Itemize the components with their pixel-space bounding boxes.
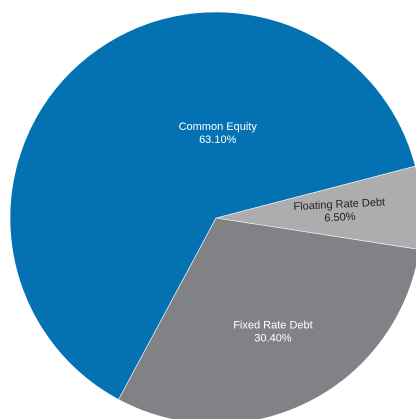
slice-percent: 6.50% (324, 211, 356, 225)
slice-percent: 30.40% (254, 332, 292, 344)
slice-label-fixed-rate-debt: Fixed Rate Debt 30.40% (233, 319, 312, 344)
pie-slice-fixed-rate-debt (118, 217, 416, 419)
slice-name: Fixed Rate Debt (233, 319, 312, 331)
pie-labels: Common Equity 63.10% Floating Rate Debt6.5… (179, 121, 386, 344)
pie-slices (9, 11, 416, 419)
slice-name: Common Equity (179, 121, 258, 133)
slice-label-floating-rate-debt: Floating Rate Debt6.50% (293, 196, 386, 226)
slice-label-common-equity: Common Equity 63.10% (179, 121, 258, 146)
slice-name: Floating Rate Debt (293, 196, 385, 213)
slice-percent: 63.10% (199, 134, 237, 146)
pie-slice-common-equity (9, 11, 416, 400)
